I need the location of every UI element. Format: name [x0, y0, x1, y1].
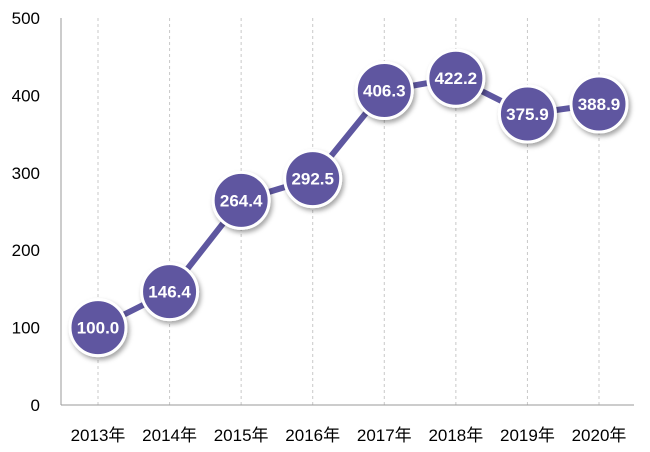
- data-point: 146.4: [140, 262, 200, 322]
- y-tick-labels: 0 100 200 300 400 500: [12, 9, 40, 415]
- x-tick-label: 2013年: [71, 426, 126, 445]
- data-label: 292.5: [291, 170, 334, 189]
- data-marker: [68, 298, 128, 358]
- data-label: 422.2: [435, 69, 478, 88]
- data-label: 100.0: [77, 319, 120, 338]
- data-marker: [354, 61, 414, 121]
- data-point: 375.9: [497, 84, 557, 144]
- data-markers: 100.0 146.4 264.4 292.5 406.3 422.2 375.9 388.9: [68, 48, 629, 358]
- x-tick-label: 2014年: [142, 426, 197, 445]
- x-tick-label: 2017年: [357, 426, 412, 445]
- data-point: 100.0: [68, 298, 128, 358]
- data-point: 264.4: [211, 170, 271, 230]
- data-point: 292.5: [283, 149, 343, 209]
- data-label: 388.9: [578, 95, 621, 114]
- x-tick-labels: 2013年 2014年 2015年 2016年 2017年 2018年 2019年 2020年: [71, 426, 627, 445]
- y-tick-label: 100: [12, 319, 40, 338]
- data-label: 375.9: [506, 105, 549, 124]
- x-tick-label: 2019年: [500, 426, 555, 445]
- y-tick-label: 0: [31, 396, 40, 415]
- data-point: 388.9: [569, 74, 629, 134]
- data-point: 406.3: [354, 61, 414, 121]
- x-tick-label: 2018年: [428, 426, 483, 445]
- y-tick-label: 400: [12, 86, 40, 105]
- x-tick-label: 2020年: [572, 426, 627, 445]
- axes: [60, 18, 634, 406]
- x-tick-label: 2016年: [285, 426, 340, 445]
- data-marker: [283, 149, 343, 209]
- data-marker: [497, 84, 557, 144]
- y-tick-label: 500: [12, 9, 40, 28]
- data-label: 406.3: [363, 82, 406, 101]
- y-tick-label: 200: [12, 241, 40, 260]
- data-point: 422.2: [426, 48, 486, 108]
- grid-lines: [97, 18, 600, 405]
- data-marker: [569, 74, 629, 134]
- data-marker: [426, 48, 486, 108]
- data-marker: [211, 170, 271, 230]
- data-label: 264.4: [220, 191, 263, 210]
- data-marker: [140, 262, 200, 322]
- x-tick-label: 2015年: [214, 426, 269, 445]
- data-label: 146.4: [148, 283, 191, 302]
- y-tick-label: 300: [12, 164, 40, 183]
